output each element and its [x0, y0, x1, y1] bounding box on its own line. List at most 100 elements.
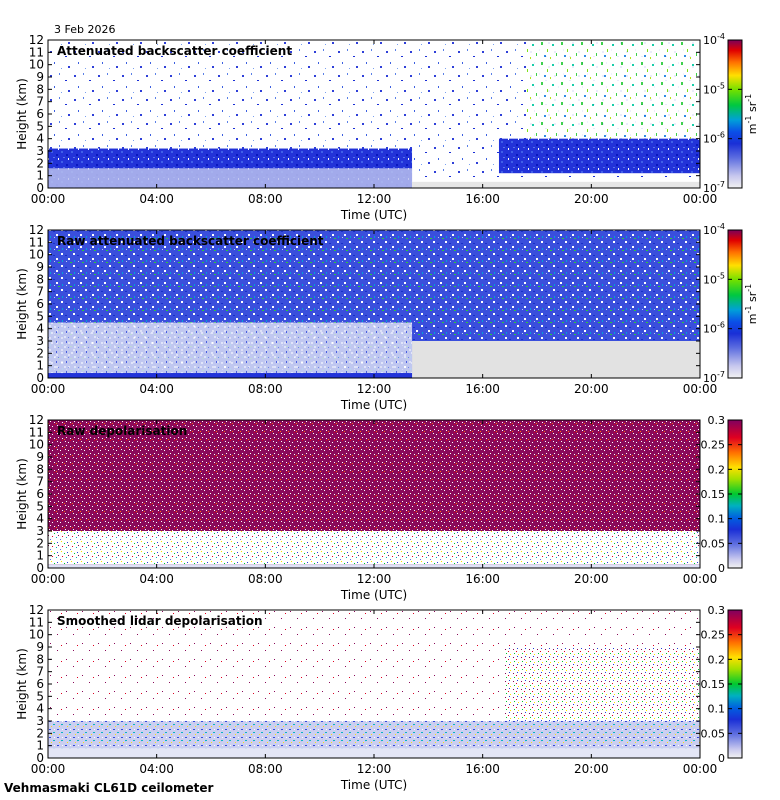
y-tick-label: 11 — [29, 615, 44, 629]
heatmap-near-ground — [412, 181, 700, 188]
y-tick-label: 6 — [36, 297, 44, 311]
x-axis-label: Time (UTC) — [340, 778, 407, 792]
x-tick-label: 04:00 — [139, 382, 174, 396]
y-tick-label: 10 — [29, 248, 44, 262]
heatmap-low-signal — [48, 322, 413, 374]
colorbar-tick-label: 0.05 — [701, 537, 726, 550]
y-tick-label: 3 — [36, 714, 44, 728]
y-tick-label: 3 — [36, 144, 44, 158]
y-axis-label: Height (km) — [15, 268, 29, 339]
y-tick-label: 2 — [36, 346, 44, 360]
y-tick-label: 10 — [29, 628, 44, 642]
colorbar-unit-label: m-1 sr-1 — [744, 94, 759, 134]
y-tick-label: 9 — [36, 450, 44, 464]
x-tick-label: 08:00 — [248, 762, 283, 776]
heatmap-evening-layer — [498, 138, 700, 174]
panel-title: Raw depolarisation — [57, 424, 187, 438]
y-tick-label: 11 — [29, 235, 44, 249]
y-tick-label: 5 — [36, 689, 44, 703]
panel-title: Raw attenuated backscatter coefficient — [57, 234, 324, 248]
x-tick-label: 08:00 — [248, 572, 283, 586]
y-tick-label: 6 — [36, 487, 44, 501]
x-tick-label: 16:00 — [465, 192, 500, 206]
y-tick-label: 1 — [36, 169, 44, 183]
y-tick-label: 6 — [36, 107, 44, 121]
y-tick-label: 5 — [36, 309, 44, 323]
x-tick-label: 12:00 — [357, 192, 392, 206]
y-tick-label: 0 — [36, 561, 44, 575]
y-tick-label: 0 — [36, 181, 44, 195]
y-tick-label: 4 — [36, 132, 44, 146]
colorbar-tick-label: 0.15 — [701, 488, 726, 501]
panel-2: Raw attenuated backscatter coefficient01… — [15, 222, 759, 412]
panels: Attenuated backscatter coefficient012345… — [15, 32, 759, 792]
x-axis-label: Time (UTC) — [340, 208, 407, 222]
x-tick-label: 16:00 — [465, 762, 500, 776]
colorbar-tick-label: 0.25 — [701, 629, 726, 642]
x-tick-label: 04:00 — [139, 572, 174, 586]
x-tick-label: 20:00 — [574, 192, 609, 206]
colorbar-tick-label: 0.1 — [708, 513, 726, 526]
x-tick-label: 00:00 — [683, 572, 718, 586]
y-tick-label: 1 — [36, 359, 44, 373]
heatmap-low-signal — [48, 531, 700, 565]
y-tick-label: 9 — [36, 70, 44, 84]
x-tick-label: 20:00 — [574, 572, 609, 586]
y-tick-label: 10 — [29, 438, 44, 452]
y-tick-label: 8 — [36, 462, 44, 476]
colorbar-unit-label: m-1 sr-1 — [744, 284, 759, 324]
y-axis-label: Height (km) — [15, 458, 29, 529]
colorbar-tick-label: 10-5 — [703, 81, 725, 96]
x-tick-label: 04:00 — [139, 762, 174, 776]
y-tick-label: 12 — [29, 223, 44, 237]
colorbar — [727, 39, 743, 189]
x-tick-label: 16:00 — [465, 572, 500, 586]
colorbar-tick-label: 0 — [718, 562, 725, 575]
colorbar-tick-label: 10-6 — [703, 321, 725, 336]
x-tick-label: 00:00 — [31, 192, 66, 206]
colorbar-tick-label: 10-4 — [703, 222, 725, 237]
colorbar-tick-label: 10-5 — [703, 271, 725, 286]
y-tick-label: 1 — [36, 739, 44, 753]
y-tick-label: 7 — [36, 285, 44, 299]
colorbar-tick-label: 0 — [718, 752, 725, 765]
x-tick-label: 00:00 — [683, 192, 718, 206]
colorbar-tick-label: 0.05 — [701, 727, 726, 740]
date-label: 3 Feb 2026 — [54, 23, 115, 36]
y-tick-label: 0 — [36, 751, 44, 765]
x-tick-label: 12:00 — [357, 762, 392, 776]
x-tick-label: 00:00 — [31, 382, 66, 396]
y-tick-label: 4 — [36, 702, 44, 716]
y-tick-label: 4 — [36, 322, 44, 336]
colorbar-tick-label: 0.25 — [701, 439, 726, 452]
x-tick-label: 00:00 — [683, 762, 718, 776]
x-tick-label: 12:00 — [357, 382, 392, 396]
colorbar-tick-label: 10-6 — [703, 131, 725, 146]
x-tick-label: 16:00 — [465, 382, 500, 396]
x-tick-label: 00:00 — [683, 382, 718, 396]
x-tick-label: 08:00 — [248, 382, 283, 396]
colorbar-tick-label: 0.3 — [708, 604, 726, 617]
y-tick-label: 7 — [36, 95, 44, 109]
heatmap-near-ground — [412, 341, 700, 378]
heatmap-surface-layer — [48, 168, 413, 188]
panel-4: Smoothed lidar depolarisation01234567891… — [15, 603, 743, 792]
y-tick-label: 10 — [29, 58, 44, 72]
x-tick-label: 00:00 — [31, 572, 66, 586]
y-tick-label: 5 — [36, 119, 44, 133]
colorbar — [727, 229, 743, 379]
colorbar-tick-label: 0.2 — [708, 653, 726, 666]
y-tick-label: 7 — [36, 665, 44, 679]
y-axis-label: Height (km) — [15, 78, 29, 149]
colorbar-tick-label: 0.1 — [708, 703, 726, 716]
y-tick-label: 11 — [29, 45, 44, 59]
colorbar-tick-label: 10-7 — [703, 180, 725, 195]
y-tick-label: 9 — [36, 640, 44, 654]
colorbar-tick-label: 10-4 — [703, 32, 725, 47]
colorbar-tick-label: 0.15 — [701, 678, 726, 691]
panel-title: Smoothed lidar depolarisation — [57, 614, 263, 628]
x-tick-label: 20:00 — [574, 382, 609, 396]
y-tick-label: 5 — [36, 499, 44, 513]
